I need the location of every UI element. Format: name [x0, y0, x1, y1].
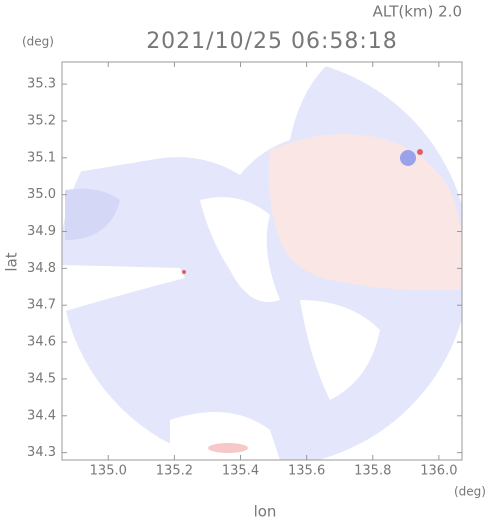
x-axis-label: lon: [254, 503, 277, 521]
x-tick-label: 135.6: [288, 464, 325, 479]
y-tick-label: 34.5: [27, 371, 56, 386]
y-tick-label: 34.6: [27, 335, 56, 350]
x-tick-label: 135.2: [156, 464, 193, 479]
chart-title: 2021/10/25 06:58:18: [146, 29, 398, 54]
positive-cell: [417, 149, 423, 155]
outside-area: [62, 62, 330, 175]
clear-patch: [200, 197, 280, 302]
y-tick-label: 35.3: [27, 77, 56, 92]
clear-patch: [300, 300, 380, 400]
y-tick-label: 34.8: [27, 261, 56, 276]
y-tick-label: 34.9: [27, 224, 56, 239]
y-tick-label: 34.7: [27, 298, 56, 313]
positive-region: [268, 134, 462, 290]
blocked-sector: [62, 265, 185, 312]
radar-field: [62, 62, 462, 460]
x-tick-label: 135.8: [354, 464, 391, 479]
positive-cell: [208, 443, 248, 453]
plot-frame: [61, 61, 463, 461]
x-tick-label: 135.0: [90, 464, 127, 479]
negative-cell: [400, 150, 416, 166]
x-unit: (deg): [454, 485, 486, 499]
y-tick-label: 35.0: [27, 187, 56, 202]
y-tick-label: 34.4: [27, 408, 56, 423]
y-tick-label: 34.3: [27, 445, 56, 460]
y-unit: (deg): [22, 35, 54, 49]
altitude-label: ALT(km) 2.0: [373, 3, 462, 21]
x-tick-label: 136.0: [420, 464, 457, 479]
y-axis-label: lat: [3, 252, 21, 271]
negative-patch: [65, 188, 120, 240]
x-tick-label: 135.4: [222, 464, 259, 479]
positive-cell: [182, 270, 186, 274]
y-tick-label: 35.2: [27, 113, 56, 128]
clear-patch: [170, 412, 280, 460]
y-tick-label: 35.1: [27, 150, 56, 165]
